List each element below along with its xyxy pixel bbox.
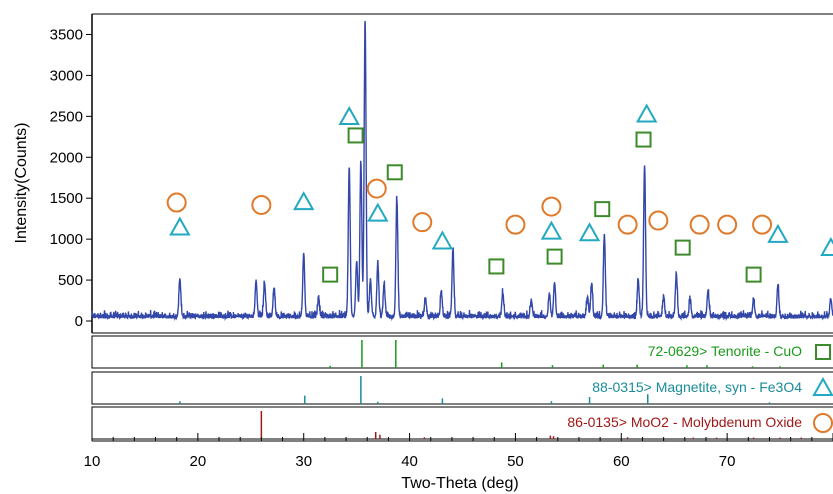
moo2-marker xyxy=(617,214,638,235)
x-axis-label: Two-Theta (deg) xyxy=(401,475,518,492)
panel-border xyxy=(91,371,833,405)
magnetite-marker xyxy=(540,220,563,240)
y-axis-label: Intensity(Counts) xyxy=(13,123,30,244)
y-tick-label: 3000 xyxy=(50,67,83,84)
y-tick-label: 2500 xyxy=(50,108,83,125)
magnetite-marker xyxy=(338,105,360,126)
x-tick-label: 10 xyxy=(84,453,101,470)
tenorite-marker xyxy=(674,239,691,256)
moo2-marker xyxy=(717,214,738,235)
x-tick-label: 50 xyxy=(507,453,524,470)
reference-panel-moo2: 86-0135> MoO2 - Molybdenum Oxide xyxy=(91,406,833,440)
y-tick-label: 3500 xyxy=(50,26,83,43)
magnetite-marker xyxy=(820,236,833,256)
reference-panel-magnetite: 88-0315> Magnetite, syn - Fe3O4 xyxy=(91,371,833,405)
diffraction-trace xyxy=(91,20,833,322)
reference-panel-label: 72-0629> Tenorite - CuO xyxy=(648,343,802,359)
x-tick-label: 30 xyxy=(295,453,312,470)
tenorite-marker xyxy=(745,266,762,283)
moo2-legend-marker xyxy=(813,413,833,433)
tenorite-marker xyxy=(488,258,505,275)
moo2-marker xyxy=(505,214,526,235)
reference-panels: 72-0629> Tenorite - CuO 88-0315> Magnetit… xyxy=(91,335,833,440)
moo2-marker xyxy=(752,214,773,235)
tenorite-marker xyxy=(386,164,403,181)
tenorite-legend-marker xyxy=(815,344,831,360)
moo2-marker xyxy=(251,194,272,215)
reference-panel-label: 86-0135> MoO2 - Molybdenum Oxide xyxy=(567,414,802,430)
y-tick-label: 0 xyxy=(75,313,83,330)
panel-border xyxy=(91,406,833,440)
y-tick-label: 2000 xyxy=(50,149,83,166)
y-tick-label: 500 xyxy=(58,272,83,289)
moo2-marker xyxy=(689,214,710,235)
tenorite-marker xyxy=(347,127,364,144)
magnetite-marker xyxy=(767,223,789,243)
moo2-marker xyxy=(541,196,562,217)
moo2-marker xyxy=(166,192,187,213)
y-tick-label: 1000 xyxy=(50,231,83,248)
moo2-marker xyxy=(366,178,387,199)
tenorite-marker xyxy=(635,131,652,148)
x-axis: 10 20 30 40 50 60 70 xyxy=(84,433,833,470)
x-tick-label: 70 xyxy=(719,453,736,470)
moo2-marker xyxy=(648,210,669,231)
main-plot-frame xyxy=(91,13,833,334)
magnetite-marker xyxy=(578,222,601,242)
x-tick-label: 20 xyxy=(190,453,207,470)
magnetite-marker xyxy=(431,230,454,250)
tenorite-marker xyxy=(546,248,563,265)
magnetite-legend-marker xyxy=(812,376,833,396)
magnetite-marker xyxy=(169,216,191,236)
x-tick-label: 60 xyxy=(613,453,630,470)
intensity-series-line xyxy=(91,20,833,322)
y-axis: 0 500 1000 1500 2000 2500 3000 3500 xyxy=(50,26,92,330)
reference-panel-tenorite: 72-0629> Tenorite - CuO xyxy=(91,335,833,369)
magnetite-marker xyxy=(635,103,658,123)
phase-markers xyxy=(166,103,833,283)
moo2-marker xyxy=(412,212,433,233)
y-tick-label: 1500 xyxy=(50,190,83,207)
magnetite-marker xyxy=(367,202,389,222)
magnetite-marker xyxy=(293,191,315,211)
reference-panel-label: 88-0315> Magnetite, syn - Fe3O4 xyxy=(592,379,802,395)
tenorite-marker xyxy=(322,266,339,283)
tenorite-marker xyxy=(594,201,611,218)
panel-border xyxy=(91,335,833,369)
x-tick-label: 40 xyxy=(401,453,418,470)
